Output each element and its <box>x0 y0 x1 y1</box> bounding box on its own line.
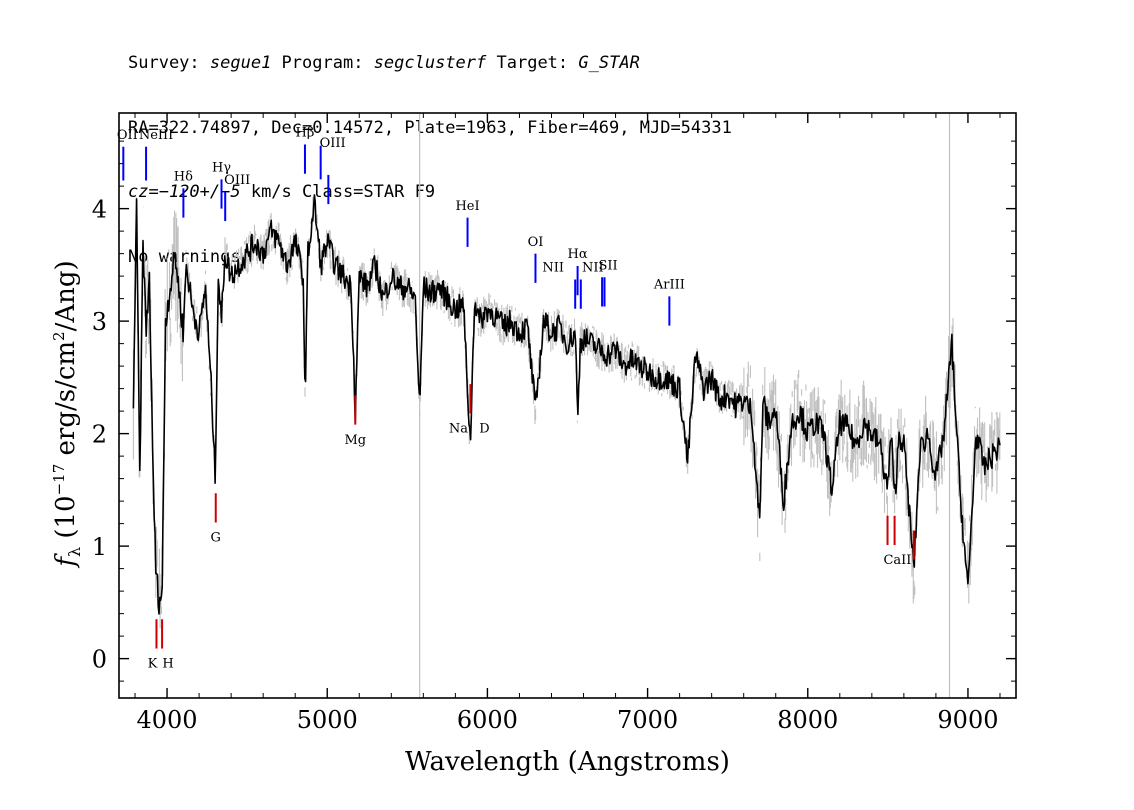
y-axis-label-part: λ <box>65 547 84 557</box>
absorption-line-label: Na <box>449 422 468 437</box>
absorption-line-label: H <box>162 657 173 672</box>
x-tick-label: 8000 <box>777 706 838 734</box>
line-markers: OII NeIIIHδHγOIIIHβOIIIHeIOINIIHαNIISIIAr… <box>117 126 915 672</box>
x-axis-label: Wavelength (Angstroms) <box>405 747 730 777</box>
emission-line-label: NII <box>542 261 564 276</box>
y-axis-label: fλ (10−17 erg/s/cm2/Ang) <box>50 260 84 568</box>
y-axis-label-part: −17 <box>50 464 68 496</box>
emission-line-label: OII <box>117 128 138 143</box>
program-value: segclusterf <box>373 53 487 73</box>
absorption-line-label: Mg <box>344 433 366 448</box>
x-tick-label: 7000 <box>617 706 678 734</box>
plot-frame <box>118 112 1017 699</box>
program-label: Program: <box>271 53 374 73</box>
absorption-line-label: K <box>148 657 158 672</box>
absorption-line-label: CaII <box>883 553 911 568</box>
emission-line-label: SII <box>599 258 618 273</box>
y-tick-label: 1 <box>92 533 107 561</box>
y-axis-label-part: 2 <box>50 331 68 341</box>
y-axis-label-part: erg/s/cm <box>51 341 81 464</box>
axis-ticks: 4000 5000 6000 7000 8000 9000 0 1 2 3 4 <box>92 113 1016 734</box>
y-axis-label-part: (10 <box>51 495 81 547</box>
target-value: G_STAR <box>578 53 640 73</box>
y-tick-label: 2 <box>92 421 107 449</box>
absorption-line-label: D <box>479 422 489 437</box>
x-tick-label: 9000 <box>937 706 998 734</box>
x-tick-label: 4000 <box>137 706 198 734</box>
emission-line-label: Hδ <box>174 170 193 185</box>
flux-line <box>132 194 1001 615</box>
y-axis-label-part: /Ang) <box>51 260 81 331</box>
emission-line-label: OIII <box>320 136 346 151</box>
emission-line-label: HeI <box>455 199 479 214</box>
emission-line-label: Hβ <box>296 126 315 141</box>
survey-label: Survey: <box>128 53 210 73</box>
header-line-coordinates: RA=322.74897, Dec=0.14572, Plate=1963, F… <box>128 117 732 138</box>
survey-value: segue1 <box>209 53 272 73</box>
header-line-survey: Survey: segue1 Program: segclusterf Targ… <box>128 53 732 75</box>
emission-line-label: OI <box>528 235 544 250</box>
flux-layer <box>132 194 1001 615</box>
emission-line-label: Hγ <box>212 161 231 176</box>
y-tick-label: 3 <box>92 308 107 336</box>
y-tick-label: 0 <box>92 646 107 674</box>
y-tick-label: 4 <box>92 196 107 224</box>
absorption-line-label: G <box>211 531 221 546</box>
x-tick-label: 5000 <box>297 706 358 734</box>
x-tick-label: 6000 <box>457 706 518 734</box>
emission-line-label: Hα <box>568 247 588 262</box>
emission-line-label: OIII <box>224 173 250 188</box>
emission-line-label: NII <box>582 261 604 276</box>
target-label: Target: <box>486 53 579 73</box>
emission-line-label: NeIII <box>139 128 173 143</box>
emission-line-label: ArIII <box>653 278 685 293</box>
